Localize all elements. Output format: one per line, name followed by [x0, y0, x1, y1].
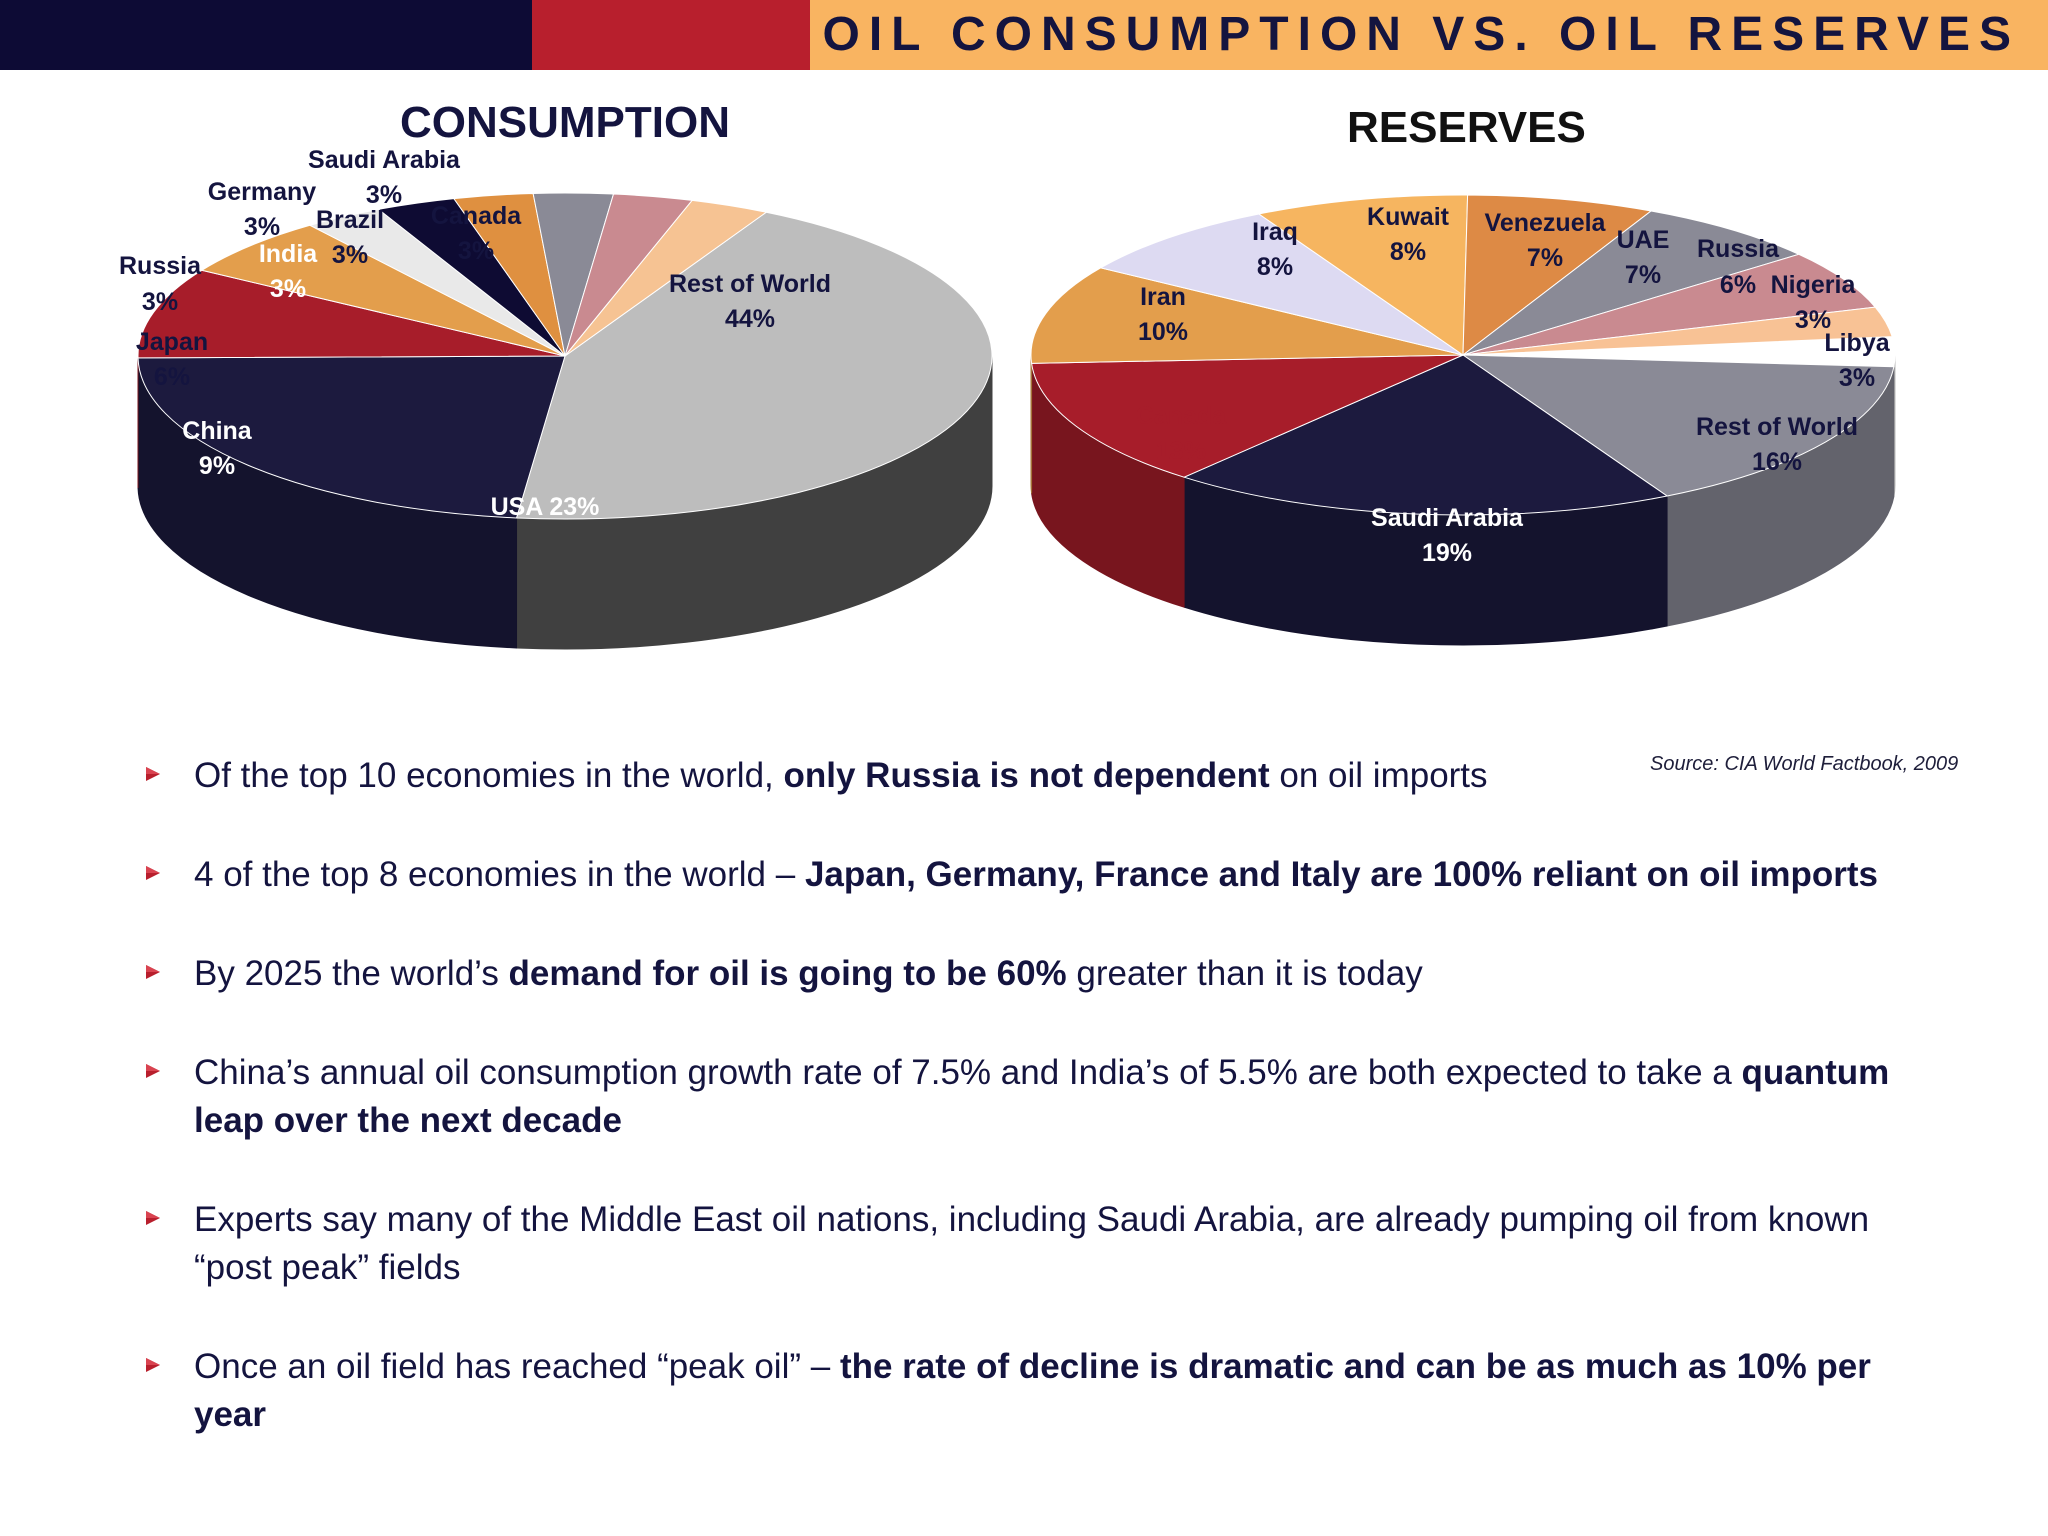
bullet-emphasis: the rate of decline is dramatic and can …: [194, 1347, 1871, 1434]
consumption-label-russia: Russia: [119, 252, 202, 280]
reserves-value-canada: 13%: [1156, 437, 1206, 465]
consumption-label-brazil: Brazil: [316, 206, 384, 234]
consumption-value-russia: 3%: [142, 288, 178, 316]
reserves-slice-nigeria: [1462, 306, 1893, 356]
bullet-text: 4 of the top 8 economies in the world – …: [194, 851, 1914, 899]
bullet-text: China’s annual oil consumption growth ra…: [194, 1049, 1914, 1145]
consumption-labels: Rest of World 44% USA 23% China 9% Japan 6% Rus…: [119, 146, 831, 521]
consumption-label-japan: Japan: [136, 328, 208, 356]
consumption-slice-japan: [200, 224, 566, 357]
consumption-label-rest-of-world: Rest of World: [669, 270, 831, 298]
reserves-value-iraq: 8%: [1257, 253, 1293, 281]
reserves-slice-iraq: [1099, 213, 1464, 356]
reserves-slice-kuwait: [1257, 194, 1469, 356]
reserves-value-uae: 7%: [1625, 261, 1661, 289]
reserves-value-libya: 3%: [1839, 364, 1875, 392]
reserves-label-libya: Libya: [1824, 329, 1890, 357]
bullet-text: Experts say many of the Middle East oil …: [194, 1196, 1914, 1292]
reserves-label-saudi-arabia: Saudi Arabia: [1371, 504, 1524, 532]
consumption-value-brazil: 3%: [332, 241, 368, 269]
header-red-segment: [532, 0, 810, 70]
reserves-label-uae: UAE: [1617, 226, 1670, 254]
reserves-label-russia: Russia: [1697, 235, 1780, 263]
red-arrow-bullet-icon: [146, 1211, 160, 1225]
reserves-value-kuwait: 8%: [1390, 238, 1426, 266]
reserves-slice-canada: [1031, 354, 1464, 478]
header-bar: OIL CONSUMPTION VS. OIL RESERVES: [0, 0, 2048, 70]
bullet-segment: Experts say many of the Middle East oil …: [194, 1200, 1870, 1287]
bullet-segment: By 2025 the world’s: [194, 954, 509, 993]
bullet-segment: China’s annual oil consumption growth ra…: [194, 1053, 1742, 1092]
bullet-text: Once an oil field has reached “peak oil”…: [194, 1343, 1914, 1439]
red-arrow-bullet-icon: [146, 866, 160, 880]
reserves-slice-saudi-arabia: [1182, 354, 1669, 516]
bullet-segment: 4 of the top 8 economies in the world –: [194, 855, 805, 894]
bullet-text: Of the top 10 economies in the world, on…: [194, 752, 1914, 800]
bullet-segment: Of the top 10 economies in the world,: [194, 756, 784, 795]
reserves-value-iran: 10%: [1138, 318, 1188, 346]
consumption-slice-canada: [564, 199, 768, 357]
red-arrow-bullet-icon: [146, 767, 160, 781]
consumption-pie-chart: Rest of World 44% USA 23% China 9% Japan 6% Rus…: [119, 146, 993, 650]
consumption-value-china: 9%: [199, 452, 235, 480]
reserves-slice-venezuela: [1462, 194, 1653, 357]
reserves-slice-uae: [1462, 210, 1801, 356]
consumption-label-china: China: [182, 417, 253, 445]
reserves-pie-sides: [1030, 354, 1896, 646]
header-navy-segment: [0, 0, 532, 70]
consumption-value-canada: 3%: [458, 237, 494, 265]
consumption-label-germany: Germany: [208, 178, 316, 206]
bullet-emphasis: Japan, Germany, France and Italy are 100…: [804, 855, 1878, 894]
reserves-label-kuwait: Kuwait: [1367, 203, 1450, 231]
reserves-side-iran: [1030, 354, 1033, 494]
red-arrow-bullet-icon: [146, 1064, 160, 1078]
consumption-value-germany: 3%: [244, 213, 280, 241]
consumption-slice-usa: [137, 355, 566, 519]
reserves-slice-rest-of-world: [1461, 354, 1895, 497]
reserves-label-iraq: Iraq: [1252, 218, 1298, 246]
reserves-slice-russia: [1462, 253, 1877, 356]
consumption-slice-china: [137, 269, 566, 359]
bullet-emphasis: only Russia is not dependent: [783, 756, 1270, 795]
reserves-value-rest-of-world: 16%: [1752, 448, 1802, 476]
consumption-pie-top: [137, 192, 993, 520]
consumption-chart-title: CONSUMPTION: [400, 98, 730, 147]
reserves-chart-title: RESERVES: [1347, 103, 1586, 152]
consumption-slice-rest-of-world: [515, 211, 993, 520]
reserves-value-venezuela: 7%: [1527, 244, 1563, 272]
reserves-label-venezuela: Venezuela: [1485, 209, 1607, 237]
consumption-value-india: 3%: [270, 275, 306, 303]
reserves-slice-iran: [1030, 267, 1464, 364]
bullet-segment: greater than it is today: [1066, 954, 1423, 993]
bullet-emphasis: quantum leap over the next decade: [194, 1053, 1890, 1140]
consumption-value-rest-of-world: 44%: [725, 305, 775, 333]
bullet-text: By 2025 the world’s demand for oil is go…: [194, 950, 1914, 998]
reserves-label-iran: Iran: [1140, 283, 1186, 311]
bullet-emphasis: demand for oil is going to be 60%: [508, 954, 1067, 993]
consumption-label-india: India: [259, 240, 318, 268]
reserves-value-nigeria: 3%: [1795, 306, 1831, 334]
red-arrow-bullet-icon: [146, 965, 160, 979]
reserves-label-nigeria: Nigeria: [1771, 271, 1857, 299]
reserves-label-rest-of-world: Rest of World: [1696, 413, 1858, 441]
consumption-value-japan: 6%: [154, 363, 190, 391]
consumption-label-canada: Canada: [431, 202, 522, 230]
reserves-value-russia: 6%: [1720, 271, 1756, 299]
source-note: Source: CIA World Factbook, 2009: [1650, 753, 1959, 775]
bullet-segment: Once an oil field has reached “peak oil”…: [194, 1347, 840, 1386]
reserves-value-saudi-arabia: 19%: [1422, 539, 1472, 567]
page-title: OIL CONSUMPTION VS. OIL RESERVES: [822, 8, 2020, 61]
bullet-segment: on oil imports: [1269, 756, 1488, 795]
consumption-value-saudi-arabia: 3%: [366, 181, 402, 209]
reserves-label-canada: Canada: [1136, 402, 1227, 430]
reserves-pie-top: [1030, 194, 1896, 516]
header-orange-segment: [810, 0, 2048, 70]
red-arrow-bullet-icon: [146, 1358, 160, 1372]
consumption-label-usa: USA 23%: [491, 493, 600, 521]
consumption-label-saudi-arabia: Saudi Arabia: [308, 146, 461, 174]
